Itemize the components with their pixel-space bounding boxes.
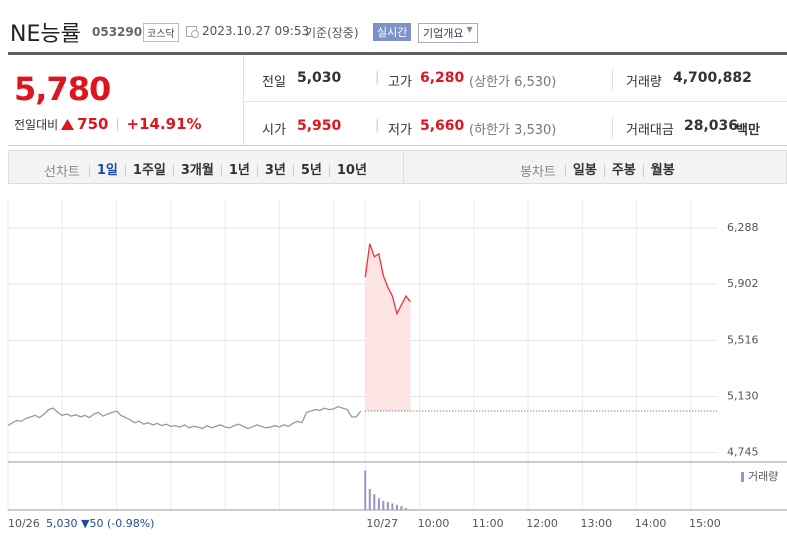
field-value: 5,660 bbox=[420, 118, 465, 134]
field-label: 저가 bbox=[388, 123, 412, 138]
stock-name: NE능률 bbox=[10, 22, 81, 47]
volume-bar bbox=[409, 509, 412, 510]
footer-note: 5,030 ▼50 (-0.98%) bbox=[46, 517, 154, 530]
line-chart-tabs: 선차트 1일 1주일 3개월 1년 3년 5년 10년 bbox=[44, 161, 374, 181]
company-info-button[interactable]: 기업개요 ▼ bbox=[418, 23, 478, 43]
field-value: 5,030 bbox=[297, 70, 342, 86]
change-row: 전일대비 750 | +14.91% bbox=[14, 115, 202, 133]
summary-bottom-border bbox=[8, 145, 787, 146]
field-value: 6,280 bbox=[420, 70, 465, 86]
y-tick-label: 5,902 bbox=[727, 277, 759, 290]
field-note: (하한가 3,530) bbox=[469, 123, 557, 138]
tab[interactable]: 1년 bbox=[220, 164, 257, 177]
field-value: 4,700,882 bbox=[673, 70, 752, 86]
x-tick-label: 13:00 bbox=[580, 517, 612, 530]
volume-bar bbox=[373, 494, 376, 510]
tab[interactable]: 1일 bbox=[88, 164, 125, 177]
volume-bar bbox=[382, 500, 385, 510]
current-price: 5,780 bbox=[14, 70, 111, 108]
up-triangle bbox=[61, 118, 75, 130]
x-tick-label: 10/26 bbox=[8, 517, 40, 530]
volume-bar bbox=[395, 504, 398, 510]
field-label: 거래량 bbox=[626, 75, 662, 90]
candle-chart-tabs: 봉차트 일봉 주봉 월봉 bbox=[520, 161, 682, 181]
tab[interactable]: 10년 bbox=[328, 164, 374, 177]
tab[interactable]: 일봉 bbox=[564, 164, 604, 177]
separator: | bbox=[375, 118, 380, 133]
tab[interactable]: 월봉 bbox=[642, 164, 682, 177]
field-value: 28,036 bbox=[684, 118, 739, 134]
price-area bbox=[365, 243, 411, 412]
volume-bar bbox=[391, 503, 394, 510]
field-unit: 백만 bbox=[736, 123, 760, 138]
basis: 기준(장중) bbox=[305, 26, 359, 40]
x-tick-label: 14:00 bbox=[635, 517, 667, 530]
volume-bar bbox=[364, 470, 367, 510]
tab-bar bbox=[8, 150, 787, 184]
x-tick-label: 12:00 bbox=[526, 517, 558, 530]
stock-code: 053290 bbox=[92, 25, 143, 39]
field-value: 5,950 bbox=[297, 118, 342, 134]
y-tick-label: 4,745 bbox=[727, 446, 759, 459]
divider bbox=[612, 68, 613, 90]
volume-bar bbox=[404, 508, 407, 510]
volume-bar bbox=[377, 498, 380, 510]
divider bbox=[243, 55, 244, 145]
timestamp: 2023.10.27 09:53 bbox=[202, 24, 310, 38]
field-label: 시가 bbox=[262, 123, 286, 138]
divider bbox=[612, 116, 613, 138]
x-tick-label: 10/27 bbox=[366, 517, 398, 530]
y-tick-label: 6,288 bbox=[727, 221, 759, 234]
separator: | bbox=[375, 70, 380, 85]
tab[interactable]: 3개월 bbox=[172, 164, 221, 177]
divider bbox=[403, 151, 404, 183]
field-note: (상한가 6,530) bbox=[469, 75, 557, 90]
tab[interactable]: 3년 bbox=[256, 164, 293, 177]
y-tick-label: 5,130 bbox=[727, 390, 759, 403]
volume-bar bbox=[386, 502, 389, 510]
change-percent: +14.91% bbox=[126, 115, 202, 133]
price-line bbox=[7, 405, 362, 430]
tab[interactable]: 1주일 bbox=[124, 164, 173, 177]
x-tick-label: 11:00 bbox=[472, 517, 504, 530]
volume-bar bbox=[400, 506, 403, 510]
company-info-label: 기업개요 bbox=[423, 27, 464, 40]
change-value: 750 bbox=[77, 115, 109, 133]
tab-group-label: 선차트 bbox=[44, 165, 80, 180]
price-line bbox=[364, 243, 411, 316]
realtime-button[interactable]: 실시간 bbox=[373, 23, 412, 41]
dropdown-arrow: ▼ bbox=[466, 25, 473, 34]
tab[interactable]: 주봉 bbox=[603, 164, 643, 177]
field-label: 전일 bbox=[262, 75, 286, 90]
legend-swatch bbox=[741, 472, 744, 482]
market-badge: 코스닥 bbox=[143, 23, 179, 42]
summary-top-border bbox=[8, 52, 787, 55]
tab[interactable]: 5년 bbox=[292, 164, 329, 177]
separator: | bbox=[115, 117, 120, 131]
x-tick-label: 10:00 bbox=[418, 517, 450, 530]
legend-label: 거래량 bbox=[748, 470, 778, 483]
field-label: 거래대금 bbox=[626, 123, 674, 138]
volume-bar bbox=[368, 489, 371, 510]
field-label: 고가 bbox=[388, 75, 412, 90]
tab-group-label: 봉차트 bbox=[520, 165, 556, 180]
x-tick-label: 15:00 bbox=[689, 517, 721, 530]
divider bbox=[244, 101, 787, 102]
y-tick-label: 5,516 bbox=[727, 333, 759, 346]
change-label: 전일대비 bbox=[14, 117, 59, 132]
clock-icon bbox=[186, 26, 199, 38]
